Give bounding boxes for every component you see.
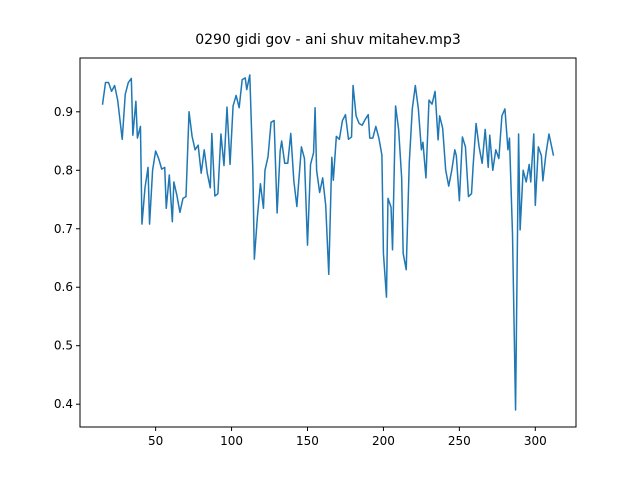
y-tick-label: 0.9 xyxy=(54,105,73,119)
y-tick-label: 0.8 xyxy=(54,163,73,177)
x-tick-label: 100 xyxy=(220,434,243,448)
x-tick-label: 150 xyxy=(296,434,319,448)
chart-title: 0290 gidi gov - ani shuv mitahev.mp3 xyxy=(195,32,461,48)
y-tick-label: 0.6 xyxy=(54,280,73,294)
x-tick-label: 200 xyxy=(372,434,395,448)
x-tick-label: 300 xyxy=(524,434,547,448)
y-tick-label: 0.7 xyxy=(54,222,73,236)
y-tick-label: 0.5 xyxy=(54,339,73,353)
data-line xyxy=(101,74,555,411)
x-tick-label: 250 xyxy=(448,434,471,448)
plot-frame xyxy=(79,57,577,428)
x-tick-label: 50 xyxy=(148,434,163,448)
y-tick-label: 0.4 xyxy=(54,397,73,411)
